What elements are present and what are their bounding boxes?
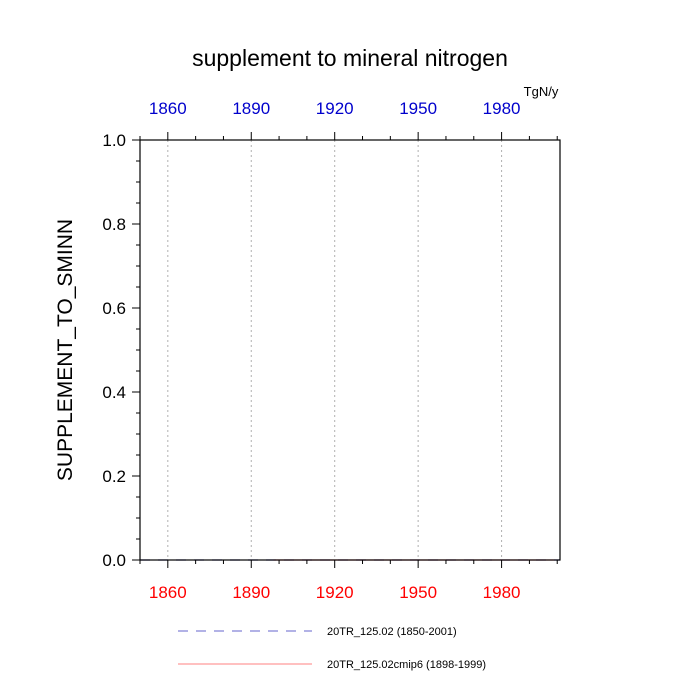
x-top-tick-label: 1980	[483, 99, 521, 118]
y-tick-label: 1.0	[102, 131, 126, 150]
y-tick-label: 0.4	[102, 383, 126, 402]
y-axis-label: SUPPLEMENT_TO_SMINN	[54, 219, 77, 481]
y-axis-ticks: 0.0 0.2 0.4 0.6 0.8 1.0	[102, 131, 140, 570]
x-top-tick-label: 1860	[149, 99, 187, 118]
x-top-tick-label: 1920	[316, 99, 354, 118]
x-bottom-tick-label: 1950	[399, 583, 437, 602]
y-tick-label: 0.2	[102, 467, 126, 486]
x-top-tick-label: 1950	[399, 99, 437, 118]
gridlines	[167, 140, 503, 560]
x-bottom-tick-label: 1860	[149, 583, 187, 602]
x-bottom-tick-label: 1920	[316, 583, 354, 602]
legend-label-2: 20TR_125.02cmip6 (1898-1999)	[327, 659, 486, 671]
y-tick-label: 0.0	[102, 551, 126, 570]
x-axis-top-ticks: 1860 1890 1920 1950 1980	[139, 99, 558, 140]
y-tick-label: 0.6	[102, 299, 126, 318]
legend-label-1: 20TR_125.02 (1850-2001)	[327, 626, 457, 638]
units-label: TgN/y	[524, 84, 559, 99]
plot-frame	[139, 139, 561, 561]
y-tick-label: 0.8	[102, 215, 126, 234]
chart-title: supplement to mineral nitrogen	[192, 45, 508, 71]
x-bottom-tick-label: 1980	[483, 583, 521, 602]
x-bottom-tick-label: 1890	[232, 583, 270, 602]
x-top-tick-label: 1890	[232, 99, 270, 118]
x-axis-bottom-ticks: 1860 1890 1920 1950 1980	[139, 560, 558, 602]
legend: 20TR_125.02 (1850-2001) 20TR_125.02cmip6 …	[178, 626, 486, 671]
